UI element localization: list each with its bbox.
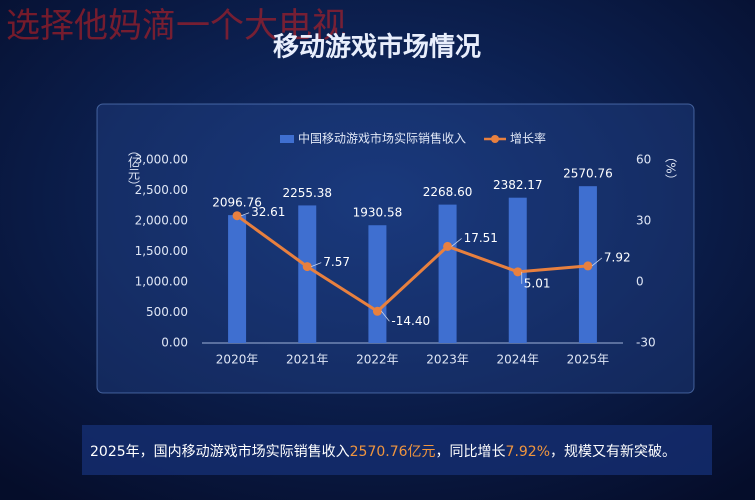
watermark: 选择他妈滴一个大电视 <box>6 6 346 46</box>
summary-highlight: 7.92% <box>506 444 550 460</box>
line-point <box>443 241 453 251</box>
bar-value-label: 2382.17 <box>493 178 543 192</box>
y-tick-label: 2,000.00 <box>135 214 188 228</box>
summary-box <box>82 425 712 475</box>
bar-value-label: 2096.76 <box>212 196 262 210</box>
line-point <box>583 261 593 271</box>
y-tick-label: 1,000.00 <box>135 275 188 289</box>
line-value-label: 32.61 <box>251 205 285 219</box>
summary-highlight: 2570.76亿元 <box>350 444 436 460</box>
bar <box>438 204 457 343</box>
label-leader <box>451 238 462 247</box>
x-tick-label: 2022年 <box>356 353 399 367</box>
label-leader <box>311 262 322 267</box>
y2-tick-label: 30 <box>636 214 651 228</box>
bar <box>228 215 247 343</box>
legend-swatch <box>491 135 500 143</box>
y-axis-label: （亿元） <box>127 144 141 192</box>
line-point <box>372 306 382 316</box>
line-value-label: 7.92 <box>604 250 631 264</box>
x-tick-label: 2023年 <box>426 353 469 367</box>
legend-swatch <box>280 135 294 143</box>
line-point <box>302 262 312 272</box>
y-tick-label: 2,500.00 <box>135 183 188 197</box>
bar-value-label: 1930.58 <box>353 206 403 220</box>
y2-tick-label: 60 <box>636 153 651 167</box>
y2-tick-label: 0 <box>636 275 644 289</box>
line-value-label: -14.40 <box>391 314 430 328</box>
legend-label: 增长率 <box>510 131 546 146</box>
chart-title: 移动游戏市场情况 <box>273 32 481 63</box>
bar <box>298 205 317 343</box>
line <box>236 214 589 314</box>
legend-label: 中国移动游戏市场实际销售收入 <box>298 131 466 146</box>
x-tick-label: 2021年 <box>286 353 329 367</box>
y2-axis-label: （%） <box>664 150 678 185</box>
line-value-label: 5.01 <box>524 276 551 290</box>
chart-panel <box>96 103 695 394</box>
label-leader <box>591 257 603 267</box>
summary: 2025年，国内移动游戏市场实际销售收入2570.76亿元，同比增长7.92%，… <box>90 443 676 460</box>
summary-text: ，规模又有新突破。 <box>550 444 676 460</box>
bar-value-label: 2255.38 <box>282 186 332 200</box>
bar-value-label: 2268.60 <box>423 185 473 199</box>
x-tick-label: 2025年 <box>567 353 610 367</box>
y-tick-label: 500.00 <box>146 305 188 319</box>
bar-value-label: 2570.76 <box>563 167 613 181</box>
line-value-label: 7.57 <box>323 255 350 269</box>
y-tick-label: 1,500.00 <box>135 244 188 258</box>
x-tick-label: 2024年 <box>496 353 539 367</box>
x-tick-label: 2020年 <box>216 353 259 367</box>
label-leader <box>381 311 390 322</box>
y-tick-label: 3,000.00 <box>135 153 188 167</box>
line-point <box>232 211 242 221</box>
y-tick-label: 0.00 <box>161 336 188 350</box>
line-value-label: 17.51 <box>464 231 498 245</box>
summary-text: ，同比增长 <box>436 444 506 460</box>
summary-text: 2025年，国内移动游戏市场实际销售收入 <box>90 443 350 460</box>
label-leader <box>240 212 250 217</box>
bar <box>368 225 387 343</box>
line-point <box>513 267 523 277</box>
y2-tick-label: -30 <box>636 336 656 350</box>
